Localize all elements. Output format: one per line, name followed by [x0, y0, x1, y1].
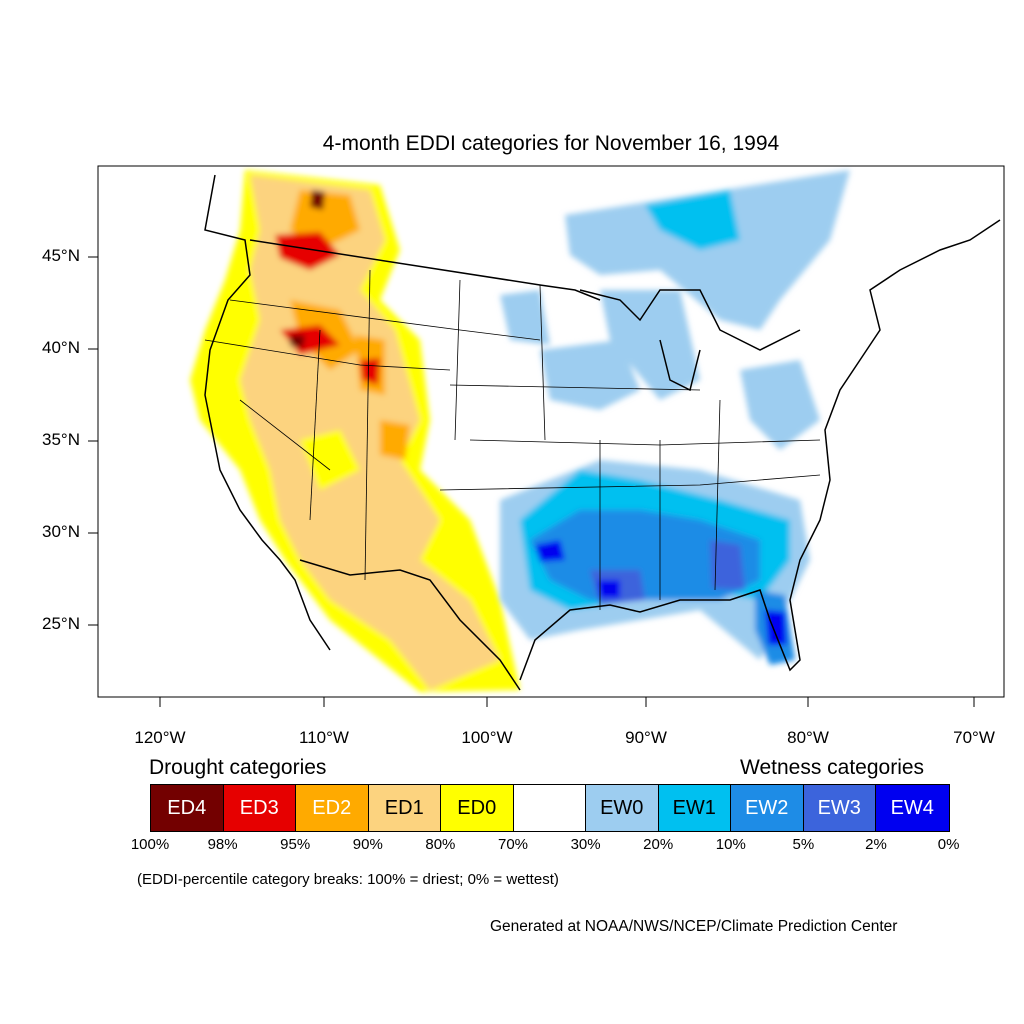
legend-box-ed0: ED0 — [441, 785, 514, 831]
map-title: 4-month EDDI categories for November 16,… — [322, 132, 780, 155]
lat-label-40: 40°N — [42, 338, 80, 357]
break-label: 20% — [643, 836, 674, 853]
break-label: 95% — [280, 836, 311, 853]
map-plot-area — [190, 170, 1001, 692]
break-label: 70% — [497, 836, 529, 853]
break-label: 90% — [352, 836, 383, 853]
drought-heading: Drought categories — [149, 756, 327, 779]
lon-label-110: 110°W — [299, 728, 349, 747]
legend-box-ew1: EW1 — [658, 785, 731, 831]
break-label: 10% — [715, 836, 746, 853]
credit-line: Generated at NOAA/NWS/NCEP/Climate Predi… — [490, 918, 898, 935]
lon-label-80: 80°W — [787, 728, 829, 747]
axis-ticks — [88, 256, 975, 707]
lon-label-70: 70°W — [953, 728, 995, 747]
legend-box-ed4: ED4 — [151, 785, 224, 831]
break-label: 5% — [792, 836, 815, 853]
break-label: 30% — [570, 836, 601, 853]
lon-label-90: 90°W — [625, 728, 667, 747]
map-frame — [97, 165, 1005, 698]
boundary-lines — [204, 174, 1001, 691]
break-label: 98% — [207, 836, 238, 853]
legend-box-ed1: ED1 — [368, 785, 441, 831]
state-lines — [204, 269, 821, 610]
wetness-heading: Wetness categories — [740, 756, 925, 779]
lat-label-45: 45°N — [42, 246, 80, 265]
legend-box-ed3: ED3 — [223, 785, 296, 831]
legend-box-ew4: EW4 — [876, 785, 949, 831]
lat-label-25: 25°N — [42, 614, 80, 633]
breaks-note: (EDDI-percentile category breaks: 100% =… — [137, 871, 559, 888]
wetness-shading — [500, 170, 850, 665]
drought-shading — [190, 170, 520, 692]
lat-label-35: 35°N — [42, 430, 80, 449]
legend-box-ed2: ED2 — [296, 785, 369, 831]
legend-box-ew3: EW3 — [803, 785, 876, 831]
legend-box-ew0: EW0 — [586, 785, 659, 831]
lon-label-100: 100°W — [461, 728, 513, 747]
break-label: 100% — [130, 836, 170, 853]
lat-label-30: 30°N — [42, 522, 80, 541]
lon-label-120: 120°W — [134, 728, 186, 747]
break-label: 80% — [425, 836, 456, 853]
legend-box-ew2: EW2 — [731, 785, 804, 831]
legend-box-neutral — [513, 785, 586, 831]
category-legend: ED4 ED3 ED2 ED1 ED0 EW0 EW1 EW2 EW3 EW4 — [150, 784, 950, 832]
break-label: 0% — [937, 836, 960, 853]
break-label: 2% — [865, 836, 887, 853]
